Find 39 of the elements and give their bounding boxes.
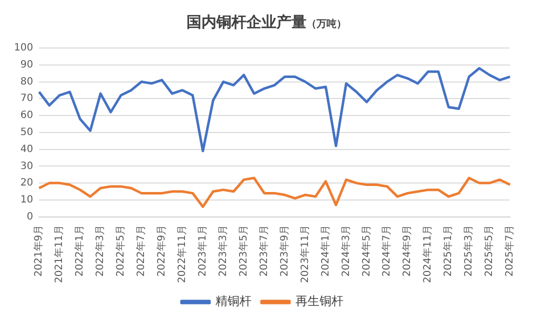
x-tick-label: 2022年1月 (74, 224, 86, 277)
x-tick-label: 2023年5月 (237, 224, 250, 277)
legend-label: 精铜杆 (216, 294, 252, 308)
x-tick-label: 2021年11月 (53, 224, 66, 284)
x-tick-label: 2022年11月 (176, 224, 188, 284)
x-tick-label: 2022年5月 (114, 224, 127, 277)
y-tick-label: 100 (14, 42, 34, 54)
y-tick-label: 10 (20, 194, 34, 206)
x-tick-label: 2025年7月 (504, 224, 516, 277)
x-tick-label: 2023年1月 (196, 224, 208, 277)
y-tick-label: 70 (20, 93, 34, 104)
x-tick-label: 2025年5月 (483, 224, 496, 277)
x-tick-label: 2023年11月 (298, 224, 311, 284)
legend-label: 再生铜杆 (296, 294, 344, 308)
y-tick-label: 30 (20, 160, 34, 172)
y-tick-label: 20 (20, 178, 34, 189)
x-tick-label: 2023年7月 (258, 224, 270, 277)
x-tick-label: 2021年9月 (32, 224, 45, 277)
x-tick-label: 2022年9月 (156, 224, 168, 277)
x-tick-label: 2024年9月 (401, 224, 414, 277)
y-tick-label: 90 (20, 59, 34, 70)
x-tick-label: 2024年11月 (422, 224, 434, 284)
y-tick-label: 50 (20, 127, 34, 138)
x-tick-label: 2022年7月 (135, 224, 148, 277)
x-tick-label: 2024年1月 (319, 224, 332, 277)
y-tick-label: 80 (20, 76, 34, 88)
x-tick-label: 2023年9月 (278, 224, 290, 277)
x-tick-label: 2022年3月 (94, 224, 106, 277)
y-tick-label: 0 (26, 211, 34, 222)
x-tick-label: 2024年3月 (340, 224, 352, 277)
chart-subtitle: （万吨） (306, 19, 346, 30)
y-tick-label: 40 (20, 144, 34, 155)
x-tick-label: 2024年7月 (380, 224, 393, 277)
x-tick-label: 2025年1月 (442, 224, 454, 277)
x-tick-label: 2025年3月 (462, 224, 475, 277)
x-tick-label: 2023年3月 (216, 224, 229, 277)
chart-title: 国内铜杆企业产量 (186, 13, 306, 31)
x-tick-label: 2024年5月 (360, 224, 372, 277)
y-tick-label: 60 (20, 110, 34, 122)
